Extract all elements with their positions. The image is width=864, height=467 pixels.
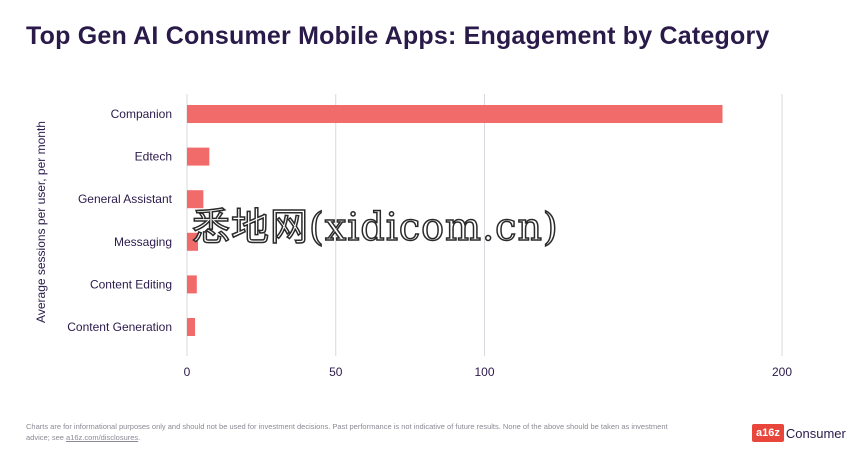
gridlines bbox=[186, 94, 783, 356]
brand-name: Consumer bbox=[785, 425, 846, 441]
category-label: Content Generation bbox=[67, 320, 172, 334]
x-tick-label: 200 bbox=[772, 365, 792, 379]
category-labels: Companion Edtech General Assistant Messagin… bbox=[67, 107, 172, 334]
disclosures-link[interactable]: a16z.com/disclosures bbox=[66, 433, 139, 442]
bar-content-generation bbox=[187, 318, 196, 336]
x-tick-labels: 0 50 100 200 bbox=[184, 365, 793, 379]
x-tick-label: 0 bbox=[184, 365, 191, 379]
x-tick-label: 100 bbox=[474, 365, 494, 379]
category-label: Messaging bbox=[114, 235, 172, 249]
bar-content-editing bbox=[187, 275, 197, 294]
brand-badge: a16z bbox=[752, 424, 784, 442]
chart-title: Top Gen AI Consumer Mobile Apps: Engagem… bbox=[26, 22, 770, 50]
category-label: General Assistant bbox=[78, 192, 173, 206]
disclaimer-text: Charts are for informational purposes on… bbox=[26, 422, 668, 442]
category-label: Companion bbox=[111, 107, 172, 121]
watermark: 悉地网(xidicom.cn) bbox=[191, 204, 559, 250]
y-axis-label: Average sessions per user, per month bbox=[34, 121, 48, 323]
bars bbox=[187, 105, 723, 336]
category-label: Content Editing bbox=[90, 277, 172, 291]
footer-disclaimer: Charts are for informational purposes on… bbox=[26, 421, 686, 443]
brand-logo: a16z Consumer bbox=[752, 424, 846, 442]
bar-general-assistant bbox=[187, 190, 204, 209]
bar-edtech bbox=[187, 147, 210, 166]
x-tick-label: 50 bbox=[329, 365, 343, 379]
bar-companion bbox=[187, 105, 723, 123]
bar-messaging bbox=[187, 232, 199, 251]
disclaimer-end: . bbox=[138, 433, 141, 442]
category-label: Edtech bbox=[135, 150, 172, 164]
